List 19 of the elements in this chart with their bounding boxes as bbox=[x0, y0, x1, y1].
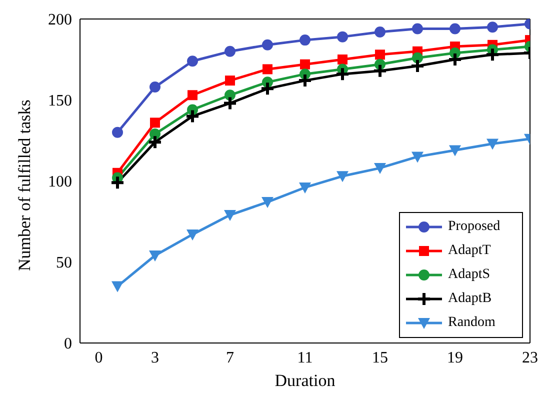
x-tick-label: 19 bbox=[447, 349, 463, 366]
legend-label: Random bbox=[448, 315, 496, 331]
y-tick-label: 150 bbox=[48, 92, 72, 110]
legend-label: AdaptS bbox=[448, 267, 490, 283]
x-axis-title: Duration bbox=[274, 371, 336, 390]
x-tick-label: 7 bbox=[226, 349, 234, 366]
x-tick-label: 15 bbox=[372, 349, 388, 366]
legend-label: Proposed bbox=[448, 219, 500, 235]
legend-label: AdaptT bbox=[448, 243, 491, 259]
y-tick-label: 50 bbox=[56, 254, 72, 272]
x-tick-label: 23 bbox=[522, 349, 538, 366]
y-tick-label: 0 bbox=[64, 336, 72, 353]
x-tick-label: 0 bbox=[94, 349, 103, 366]
y-axis-title: Number of fulfilled tasks bbox=[15, 100, 34, 271]
y-tick-label: 200 bbox=[48, 12, 72, 29]
y-tick-label: 100 bbox=[48, 174, 72, 191]
x-tick-label: 3 bbox=[151, 349, 159, 366]
x-tick-label: 11 bbox=[297, 349, 313, 366]
legend-label: AdaptB bbox=[448, 291, 492, 307]
